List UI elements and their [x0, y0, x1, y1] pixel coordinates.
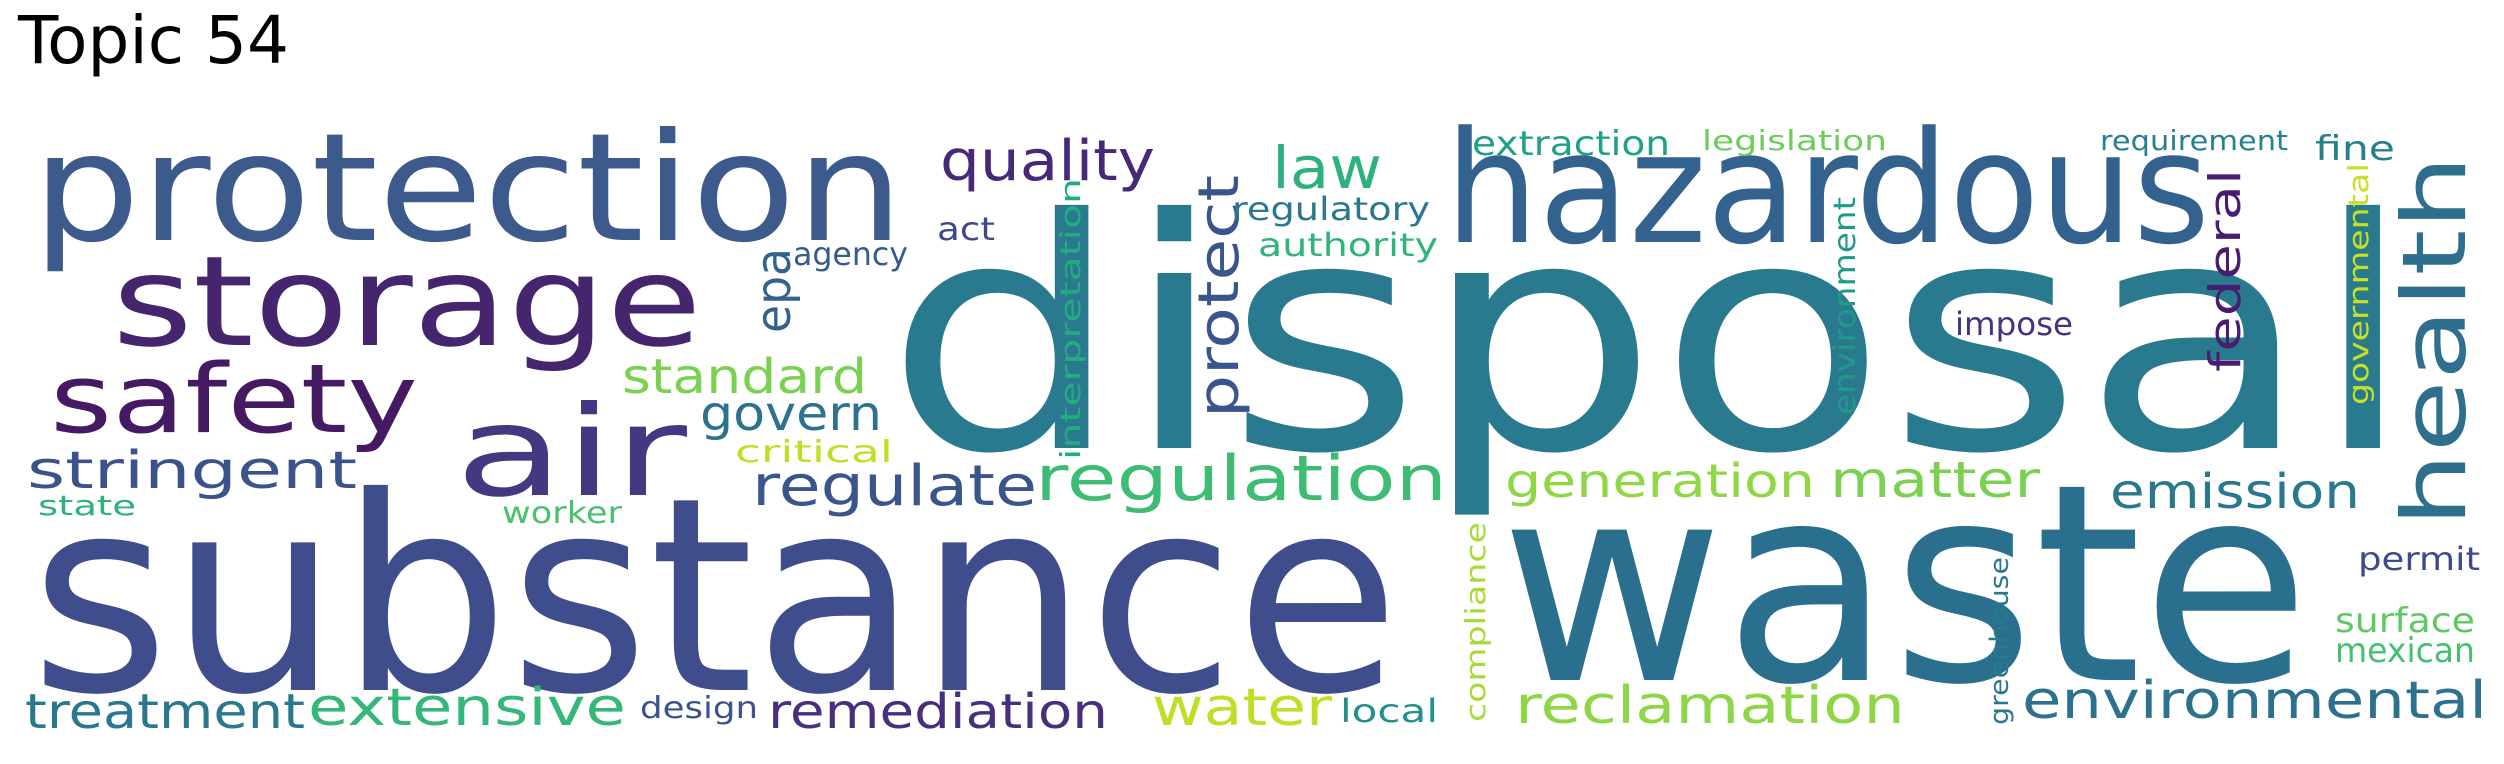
- word-remediation: remediation: [768, 684, 1108, 740]
- word-act: act: [937, 210, 995, 248]
- word-regulate: regulate: [752, 454, 1037, 519]
- word-waste: waste: [1500, 425, 2310, 745]
- word-regulation: regulation: [1035, 442, 1447, 515]
- word-extraction: extraction: [1472, 124, 1670, 164]
- word-generation: generation: [1505, 454, 1815, 508]
- word-surface: surface: [2335, 601, 2475, 641]
- word-protect: protect: [1187, 175, 1252, 418]
- word-emission: emission: [2110, 464, 2360, 520]
- word-health: health: [2383, 155, 2486, 527]
- word-air: air: [455, 380, 688, 525]
- word-reclamation: reclamation: [1515, 676, 1905, 736]
- word-permit: permit: [2358, 540, 2480, 578]
- page-title: Topic 54: [18, 2, 289, 79]
- word-critical: critical: [735, 435, 893, 470]
- word-safety: safety: [50, 345, 418, 455]
- word-interpretation: interpretation: [1054, 178, 1087, 460]
- word-federal: federal: [2200, 169, 2251, 372]
- word-protection: protection: [32, 102, 904, 276]
- word-substance: substance: [30, 439, 1400, 754]
- word-matter: matter: [1830, 451, 2041, 509]
- word-legislation: legislation: [1702, 124, 1887, 157]
- word-epa: epa: [746, 248, 802, 333]
- word-standard: standard: [622, 349, 867, 405]
- word-regulatory: regulatory: [1232, 190, 1430, 228]
- word-local: local: [1340, 692, 1438, 730]
- word-storage: storage: [112, 230, 702, 375]
- word-authority: authority: [1258, 226, 1438, 264]
- word-quality: quality: [940, 129, 1155, 194]
- word-hazardous: hazardous: [1445, 98, 2210, 279]
- word-govern: govern: [700, 386, 882, 442]
- word-extensive: extensive: [308, 678, 626, 738]
- word-disposal: disposal: [885, 152, 2415, 524]
- word-water: water: [1152, 678, 1333, 738]
- word-environmental: environmental: [2022, 671, 2487, 731]
- word-stringent: stringent: [27, 441, 357, 501]
- word-worker: worker: [502, 496, 623, 531]
- word-environment: environment: [1828, 197, 1863, 415]
- word-treatment: treatment: [25, 684, 305, 740]
- word-mexican: mexican: [2335, 631, 2475, 671]
- word-impose: impose: [1955, 305, 2073, 343]
- word-state: state: [38, 489, 136, 522]
- word-design: design: [640, 691, 758, 726]
- word-requirement: requirement: [2100, 124, 2288, 157]
- word-greenhouse: greenhouse: [1985, 557, 2015, 725]
- word-fine: fine: [2315, 129, 2395, 169]
- word-compliance: compliance: [1459, 522, 1492, 722]
- word-agency: agency: [793, 235, 908, 273]
- word-law: law: [1272, 134, 1382, 202]
- word-governmental: governmental: [2342, 163, 2375, 405]
